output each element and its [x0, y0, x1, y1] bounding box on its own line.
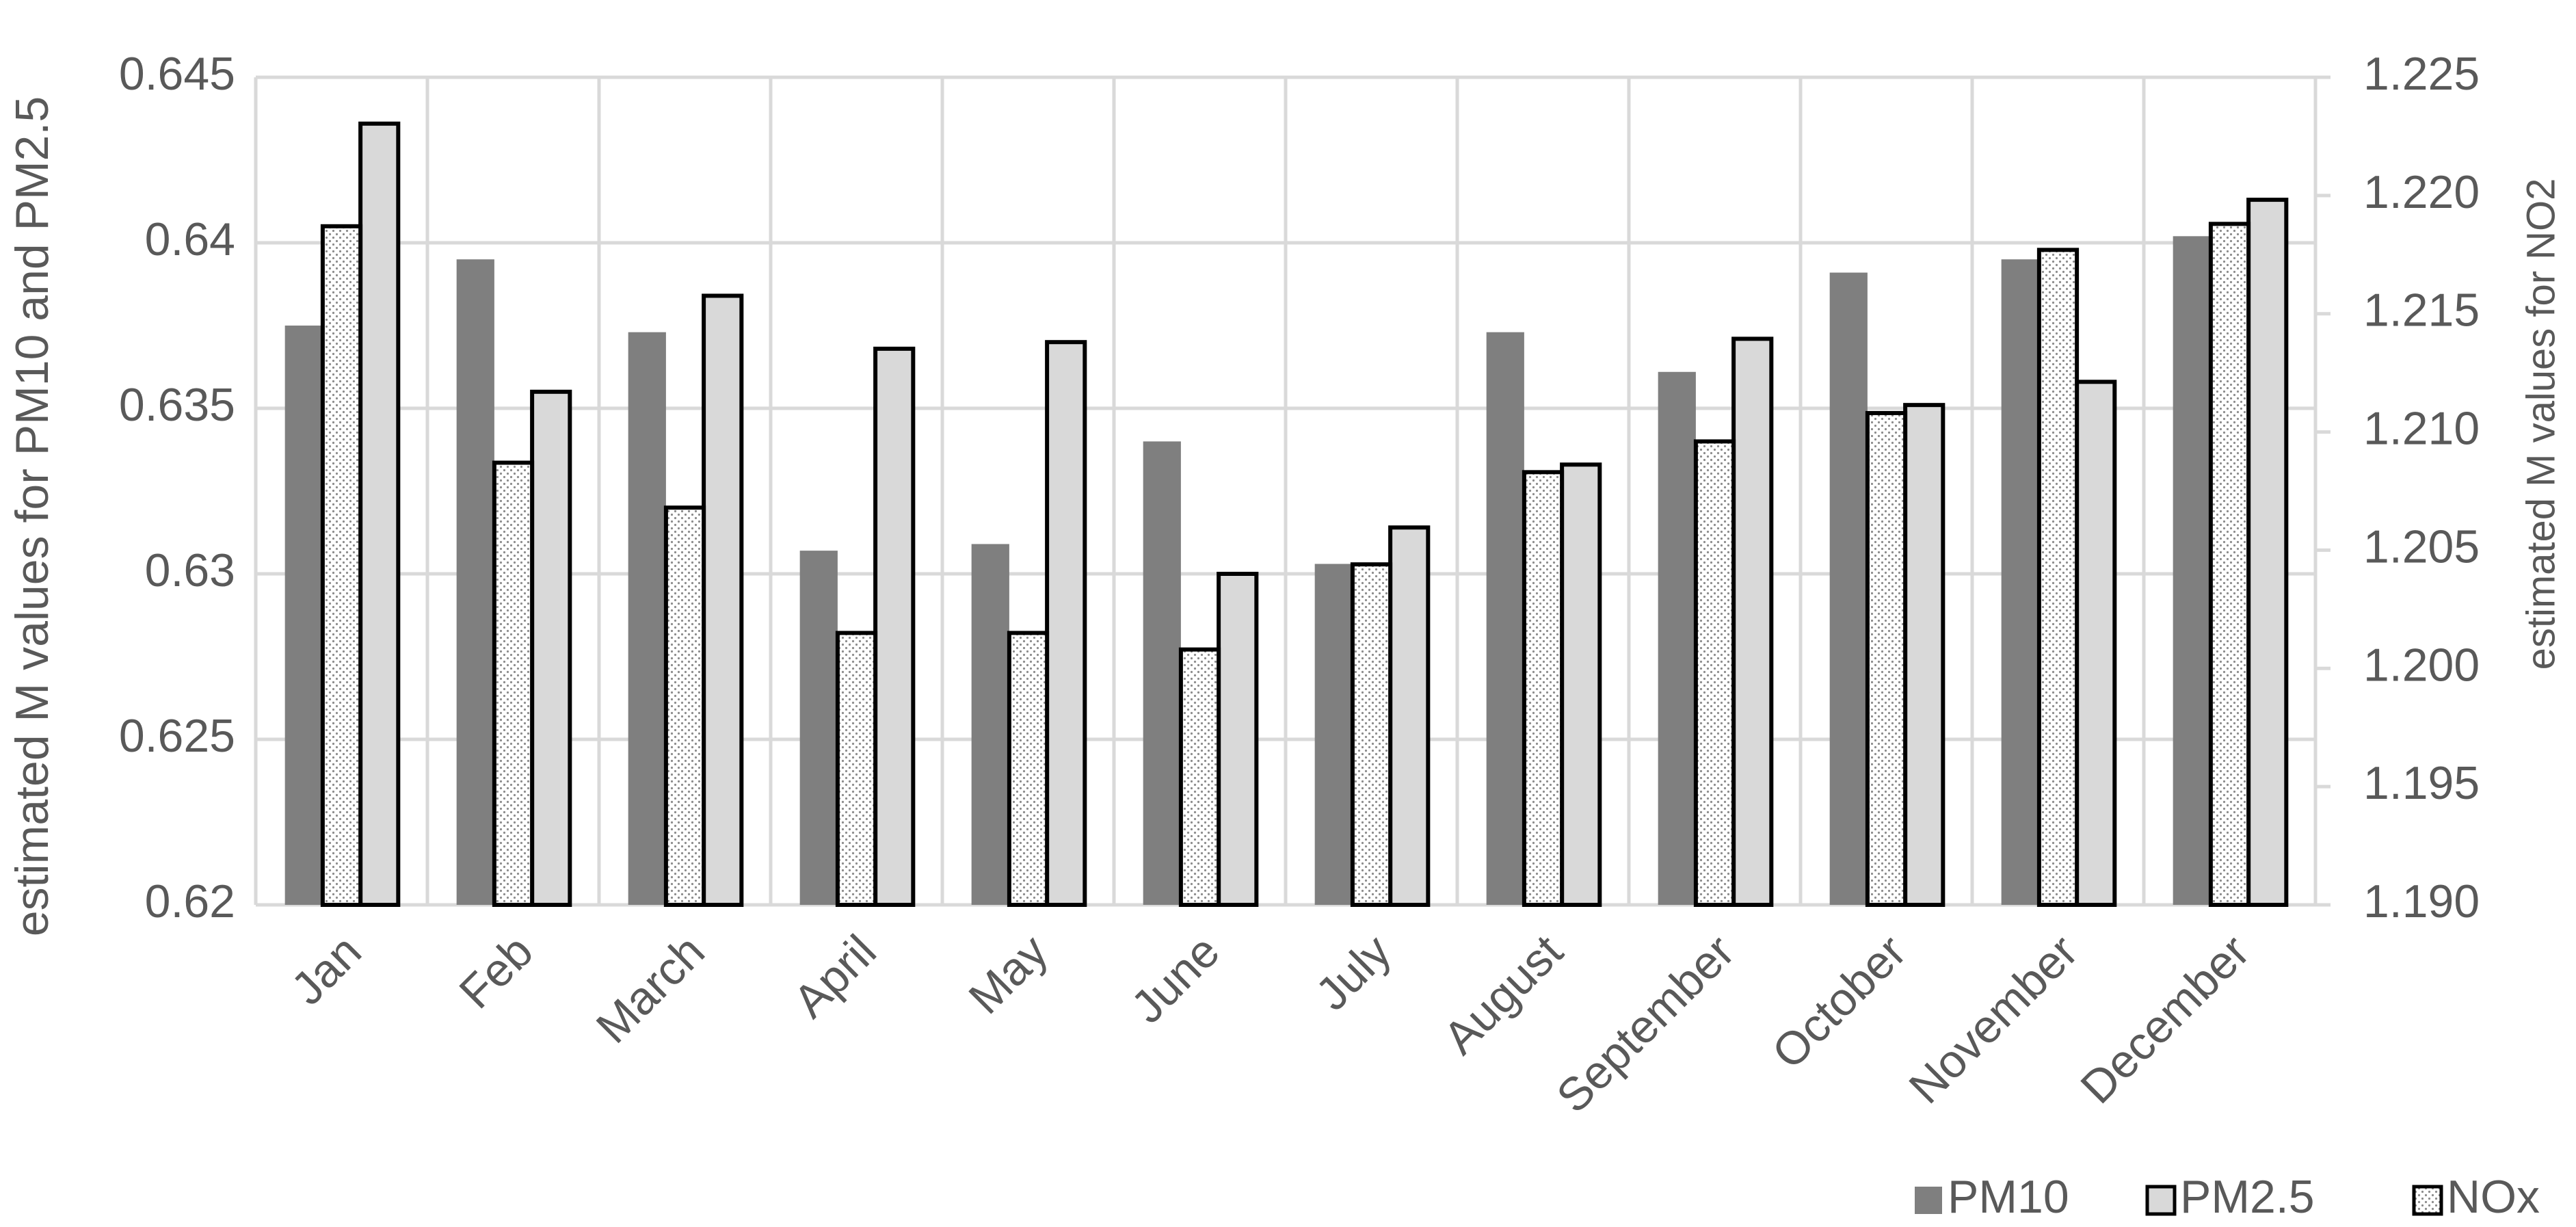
- bar: [835, 631, 878, 908]
- bar: [2075, 380, 2117, 907]
- x-tick-label: Jan: [282, 925, 371, 1015]
- bar: [1045, 340, 1087, 907]
- y-axis-title: estimated M values for PM10 and PM2.5: [6, 96, 58, 936]
- bar: [320, 224, 363, 907]
- y2-tick-label: 1.220: [2363, 166, 2480, 218]
- x-tick-label: November: [1899, 925, 2088, 1114]
- y-tick-label: 0.64: [145, 213, 235, 265]
- bar: [971, 544, 1009, 905]
- x-tick-label: July: [1306, 925, 1401, 1020]
- y-tick-label: 0.635: [119, 379, 235, 431]
- x-tick-label: December: [2071, 925, 2259, 1114]
- y2-tick-label: 1.190: [2363, 875, 2480, 927]
- bar: [2036, 248, 2080, 908]
- y2-axis-title: estimated M values for NO2: [2519, 179, 2563, 670]
- bar: [1693, 439, 1736, 907]
- x-tick-label: May: [959, 925, 1058, 1025]
- legend-label: NOx: [2447, 1171, 2540, 1223]
- bar: [1314, 564, 1353, 905]
- legend-swatch: [2145, 1185, 2177, 1216]
- bar: [2246, 198, 2289, 908]
- bar: [492, 460, 535, 907]
- bar: [702, 293, 744, 907]
- bar: [628, 332, 666, 905]
- legend-label: PM2.5: [2180, 1171, 2315, 1223]
- bar: [1350, 562, 1393, 908]
- bar: [1143, 441, 1181, 905]
- bar: [1865, 410, 1908, 907]
- bar: [284, 326, 323, 905]
- bar: [1217, 572, 1259, 907]
- y-tick-label: 0.63: [145, 544, 235, 596]
- y2-tick-label: 1.205: [2363, 520, 2480, 572]
- bar: [1560, 462, 1602, 907]
- bar: [1178, 647, 1221, 908]
- bar: [2208, 222, 2251, 908]
- y2-tick-label: 1.195: [2363, 757, 2480, 809]
- bar: [873, 346, 916, 907]
- y-tick-label: 0.645: [119, 48, 235, 100]
- y2-tick-label: 1.225: [2363, 48, 2480, 100]
- x-tick-label: March: [586, 925, 714, 1053]
- legend-swatch: [2412, 1185, 2443, 1216]
- bar: [1486, 332, 1524, 905]
- bar: [530, 389, 572, 907]
- legend-swatch: [1915, 1187, 1942, 1214]
- y-tick-label: 0.62: [145, 875, 235, 927]
- legend-label: PM10: [1948, 1171, 2069, 1223]
- x-tick-label: April: [784, 925, 886, 1028]
- bar: [1829, 272, 1868, 905]
- bar: [358, 121, 401, 907]
- bar: [1658, 371, 1696, 905]
- bar: [663, 505, 706, 907]
- bar: [456, 259, 494, 905]
- bar: [1903, 403, 1946, 907]
- y2-tick-label: 1.215: [2363, 285, 2480, 337]
- y2-tick-label: 1.210: [2363, 403, 2480, 455]
- x-tick-label: Feb: [449, 925, 543, 1019]
- bar: [2173, 236, 2211, 905]
- bar: [2001, 259, 2039, 905]
- bar: [1388, 525, 1431, 907]
- bar: [799, 551, 838, 905]
- x-tick-label: September: [1547, 925, 1744, 1123]
- bar: [1522, 470, 1565, 907]
- bar: [1731, 337, 1774, 907]
- x-tick-label: August: [1433, 925, 1573, 1064]
- y2-tick-label: 1.200: [2363, 639, 2480, 691]
- bar: [1007, 631, 1050, 908]
- y-tick-label: 0.625: [119, 710, 235, 762]
- x-tick-label: October: [1762, 925, 1916, 1079]
- x-tick-label: June: [1121, 925, 1230, 1033]
